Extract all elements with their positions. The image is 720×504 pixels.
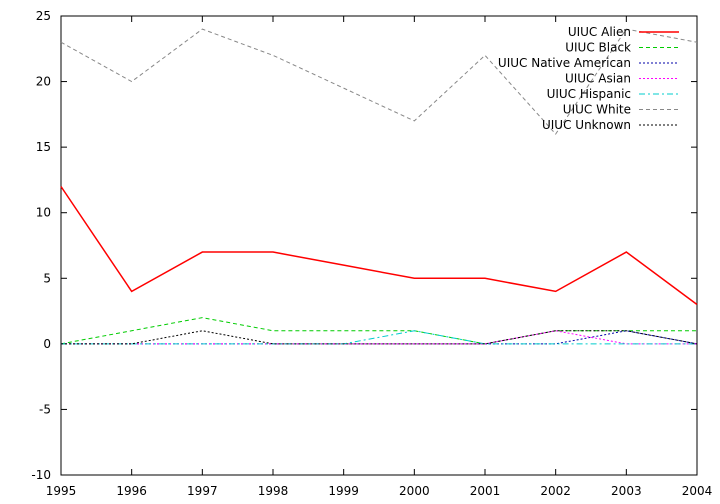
legend-label: UIUC Unknown <box>542 118 631 132</box>
legend-label: UIUC Alien <box>568 25 631 39</box>
y-tick-label: 15 <box>36 140 51 154</box>
y-tick-label: 5 <box>43 271 51 285</box>
y-tick-label: 0 <box>43 337 51 351</box>
legend-label: UIUC White <box>563 103 631 117</box>
x-tick-label: 1995 <box>46 484 77 498</box>
legend-label: UIUC Hispanic <box>547 87 631 101</box>
x-tick-label: 2002 <box>540 484 571 498</box>
series-line-0 <box>60 186 698 306</box>
plot-frame <box>60 15 698 476</box>
x-axis: 1995 1996 1997 1998 1999 2000 2001 2002 2003 2004 <box>46 16 713 498</box>
series-line-4 <box>61 330 697 345</box>
x-tick-label: 1999 <box>328 484 359 498</box>
x-tick-label: 1998 <box>258 484 289 498</box>
legend-label: UIUC Black <box>565 41 631 55</box>
y-tick-label: -5 <box>39 402 51 416</box>
series-line-6 <box>61 330 698 345</box>
x-tick-label: 1996 <box>116 484 147 498</box>
legend-label: UIUC Asian <box>565 72 631 86</box>
y-tick-label: 25 <box>36 9 51 23</box>
x-tick-label: 1997 <box>187 484 218 498</box>
y-axis: -10 -5 0 5 10 15 20 25 <box>31 9 697 482</box>
x-tick-label: 2000 <box>399 484 430 498</box>
series-line-1 <box>60 317 697 345</box>
y-tick-label: -10 <box>31 468 51 482</box>
x-tick-label: 2004 <box>682 484 713 498</box>
y-tick-label: 20 <box>36 75 51 89</box>
legend-label: UIUC Native American <box>498 56 631 70</box>
x-tick-label: 2003 <box>611 484 642 498</box>
x-tick-label: 2001 <box>470 484 501 498</box>
series-lines <box>60 28 698 345</box>
series-line-5 <box>60 28 698 135</box>
y-tick-label: 10 <box>36 206 51 220</box>
